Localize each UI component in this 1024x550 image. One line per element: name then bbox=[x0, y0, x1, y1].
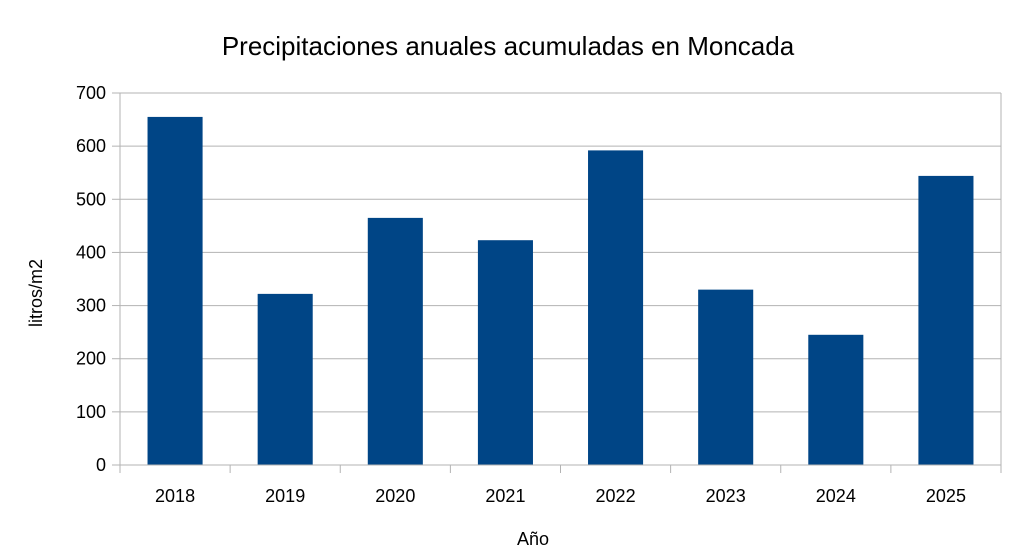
axes bbox=[119, 93, 1002, 473]
y-tick-label: 100 bbox=[76, 402, 106, 422]
bar-2018 bbox=[147, 116, 203, 466]
y-tick-label: 700 bbox=[76, 83, 106, 103]
y-tick-label: 400 bbox=[76, 242, 106, 262]
x-tick-label: 2021 bbox=[485, 486, 525, 506]
y-axis-label: litros/m2 bbox=[26, 259, 46, 327]
x-tick-label: 2023 bbox=[706, 486, 746, 506]
y-tick-labels: 0 100 200 300 400 500 600 700 bbox=[76, 83, 106, 475]
bar-2019 bbox=[257, 293, 313, 465]
bar-2021 bbox=[477, 240, 533, 465]
y-tick-label: 600 bbox=[76, 136, 106, 156]
bar-2024 bbox=[808, 334, 864, 465]
y-tick-label: 300 bbox=[76, 296, 106, 316]
x-tick-label: 2025 bbox=[926, 486, 966, 506]
x-tick-label: 2020 bbox=[375, 486, 415, 506]
x-tick-label: 2019 bbox=[265, 486, 305, 506]
chart-title: Precipitaciones anuales acumuladas en Mo… bbox=[222, 31, 795, 61]
x-tick-label: 2024 bbox=[816, 486, 856, 506]
x-axis-label: Año bbox=[517, 529, 549, 549]
x-tick-label: 2022 bbox=[596, 486, 636, 506]
x-tick-labels: 2018 2019 2020 2021 2022 2023 2024 2025 bbox=[155, 486, 966, 506]
y-tick-label: 200 bbox=[76, 349, 106, 369]
gridlines bbox=[112, 92, 1001, 466]
bar-2020 bbox=[367, 217, 423, 465]
x-tick-label: 2018 bbox=[155, 486, 195, 506]
y-tick-label: 0 bbox=[96, 455, 106, 475]
y-tick-label: 500 bbox=[76, 189, 106, 209]
bar-2025 bbox=[918, 175, 974, 465]
bars bbox=[147, 116, 974, 466]
bar-2023 bbox=[698, 289, 754, 465]
bar-2022 bbox=[588, 150, 644, 465]
